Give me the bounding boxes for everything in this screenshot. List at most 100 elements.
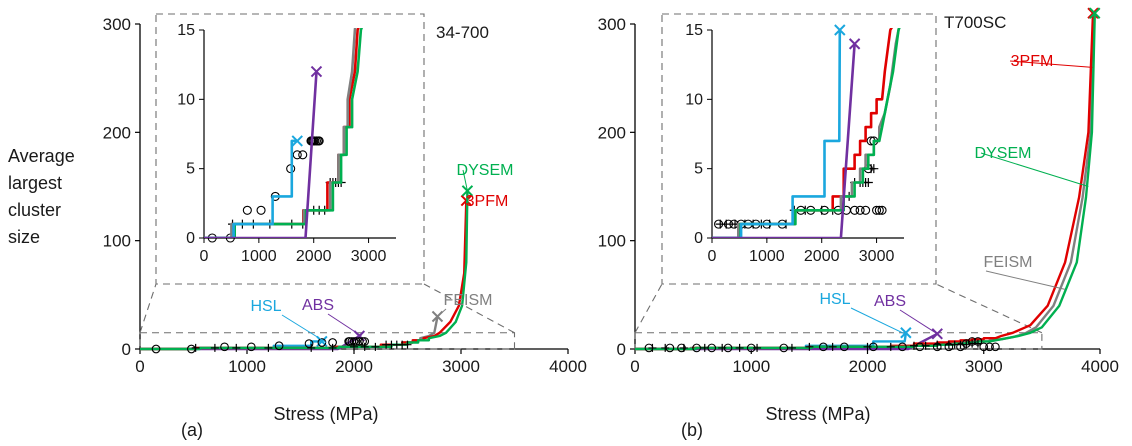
data-point-plus <box>210 343 219 352</box>
series-annotation: FEISM <box>444 292 493 309</box>
data-point-circle <box>872 205 882 215</box>
inset-frame <box>661 13 937 285</box>
chart-title: T700SC <box>944 13 1006 32</box>
annotation-leader <box>980 152 1089 187</box>
inset-x-tick-label: 0 <box>200 248 209 265</box>
x-tick-label: 0 <box>630 357 639 376</box>
inset-y-tick-label: 15 <box>177 22 195 39</box>
shared-ylabel: Average largest cluster size <box>8 146 75 247</box>
inset-x-tick-label: 3000 <box>351 248 387 265</box>
data-point-plus <box>962 340 971 349</box>
series-line-dysem <box>204 28 363 238</box>
data-point-plus <box>721 219 731 229</box>
series-line-abs <box>204 71 318 238</box>
inset-plot: 0 5 10 15 0 1000 2000 3000 <box>177 22 396 265</box>
data-point-circle <box>314 136 324 146</box>
data-point-circle <box>351 337 361 346</box>
x-axis-title: Stress (MPa) <box>273 404 378 424</box>
data-point-plus <box>191 343 200 352</box>
inset-y-tick-label: 15 <box>685 22 703 39</box>
ylabel-line: Average <box>8 146 75 166</box>
data-point-circle <box>292 150 302 160</box>
main-plot-series <box>635 7 1101 353</box>
data-point-circle <box>298 150 308 160</box>
y-tick-label: 0 <box>122 340 131 359</box>
inset-y-tick-label: 5 <box>694 161 703 178</box>
y-tick-label: 0 <box>617 340 626 359</box>
data-point-plus <box>661 343 670 352</box>
inset-x-tick-label: 0 <box>708 248 717 265</box>
y-tick-label: 100 <box>598 232 626 251</box>
series-annotation: HSL <box>819 291 850 308</box>
data-point-plus <box>679 343 688 352</box>
data-point-plus <box>328 343 337 352</box>
data-point-circle <box>692 343 701 353</box>
x-tick-label: 1000 <box>732 357 770 376</box>
ylabel-line: size <box>8 227 40 247</box>
y-tick-label: 300 <box>103 15 131 34</box>
inset-x-tick-label: 2000 <box>296 248 332 265</box>
ylabel-line: cluster <box>8 200 61 220</box>
annotation-leader <box>850 307 905 335</box>
inset-y-tick-label: 10 <box>685 91 703 108</box>
zoom-connector <box>423 283 515 334</box>
data-point-plus <box>910 341 918 350</box>
panel-label: (b) <box>681 420 703 440</box>
inset-x-tick-label: 3000 <box>859 248 895 265</box>
inset-x-tick-label: 1000 <box>241 248 277 265</box>
zoom-connector <box>634 283 663 334</box>
data-point-circle <box>355 337 364 346</box>
inset-x-tick-label: 2000 <box>804 248 840 265</box>
end-marker-hsl <box>291 135 303 147</box>
data-point-plus <box>933 340 942 349</box>
data-point-plus <box>718 343 727 352</box>
y-tick-label: 200 <box>598 123 626 142</box>
ylabel-line: largest <box>8 173 62 193</box>
annotation-leader <box>985 270 1066 290</box>
data-point-plus <box>371 342 380 351</box>
data-point-plus <box>886 342 895 351</box>
data-point-circle <box>779 343 789 353</box>
data-point-plus <box>973 339 982 348</box>
x-tick-label: 1000 <box>228 357 266 376</box>
x-axis-title: Stress (MPa) <box>765 404 870 424</box>
data-point-plus <box>307 343 316 352</box>
y-tick-label: 300 <box>598 15 626 34</box>
inset-plot: 0 5 10 15 0 1000 2000 3000 <box>685 22 904 265</box>
data-point-plus <box>805 342 814 351</box>
annotation-leader <box>899 309 938 335</box>
x-tick-label: 4000 <box>1081 357 1119 376</box>
data-point-plus <box>360 342 369 351</box>
data-point-circle <box>246 342 256 352</box>
y-tick-label: 100 <box>103 232 131 251</box>
data-point-circle <box>345 337 355 346</box>
data-point-plus <box>700 343 709 352</box>
data-point-circle <box>991 342 1000 352</box>
data-point-circle <box>358 337 367 346</box>
x-tick-label: 3000 <box>442 357 480 376</box>
zoom-connector <box>139 283 157 333</box>
data-point-plus <box>828 342 837 351</box>
data-point-circle <box>850 205 860 215</box>
data-point-plus <box>232 343 241 352</box>
x-tick-label: 2000 <box>335 357 373 376</box>
inset-y-tick-label: 0 <box>186 230 195 247</box>
data-point-circle <box>818 342 828 352</box>
data-point-circle <box>985 342 994 352</box>
data-point-plus <box>863 342 872 351</box>
end-marker-abs <box>848 38 861 50</box>
inset-x-tick-label: 1000 <box>749 248 785 265</box>
series-annotation: ABS <box>302 297 334 314</box>
x-tick-label: 0 <box>135 357 144 376</box>
annotation-leader <box>462 169 468 191</box>
data-point-plus <box>350 342 358 351</box>
data-point-circle <box>839 342 849 352</box>
data-point-circle <box>877 205 887 215</box>
annotation-leader <box>1009 60 1093 68</box>
series-annotation: FEISM <box>984 254 1033 271</box>
data-point-circle <box>220 342 229 352</box>
data-point-plus <box>264 343 273 352</box>
inset-frame <box>155 13 425 285</box>
